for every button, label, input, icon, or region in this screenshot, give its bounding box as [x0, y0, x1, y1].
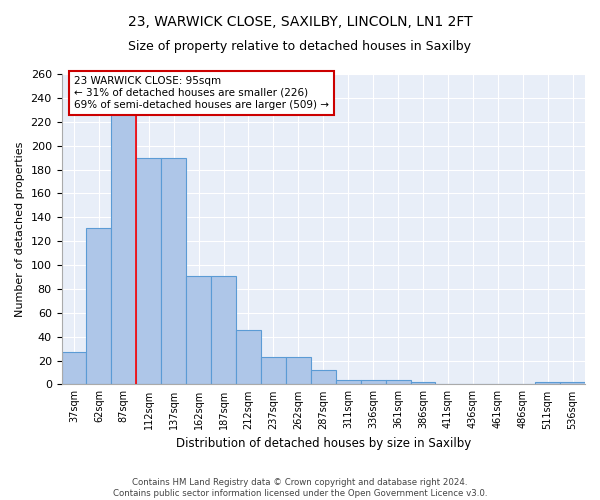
- Text: 23, WARWICK CLOSE, SAXILBY, LINCOLN, LN1 2FT: 23, WARWICK CLOSE, SAXILBY, LINCOLN, LN1…: [128, 15, 472, 29]
- Bar: [286, 357, 311, 384]
- Bar: [311, 370, 336, 384]
- Bar: [62, 352, 86, 384]
- Bar: [161, 158, 186, 384]
- X-axis label: Distribution of detached houses by size in Saxilby: Distribution of detached houses by size …: [176, 437, 471, 450]
- Bar: [236, 330, 261, 384]
- Bar: [112, 110, 136, 384]
- Text: Contains HM Land Registry data © Crown copyright and database right 2024.
Contai: Contains HM Land Registry data © Crown c…: [113, 478, 487, 498]
- Text: 23 WARWICK CLOSE: 95sqm
← 31% of detached houses are smaller (226)
69% of semi-d: 23 WARWICK CLOSE: 95sqm ← 31% of detache…: [74, 76, 329, 110]
- Bar: [410, 382, 436, 384]
- Bar: [535, 382, 560, 384]
- Bar: [211, 276, 236, 384]
- Text: Size of property relative to detached houses in Saxilby: Size of property relative to detached ho…: [128, 40, 472, 53]
- Bar: [336, 380, 361, 384]
- Bar: [361, 380, 386, 384]
- Bar: [136, 158, 161, 384]
- Bar: [261, 357, 286, 384]
- Y-axis label: Number of detached properties: Number of detached properties: [15, 142, 25, 317]
- Bar: [386, 380, 410, 384]
- Bar: [560, 382, 585, 384]
- Bar: [86, 228, 112, 384]
- Bar: [186, 276, 211, 384]
